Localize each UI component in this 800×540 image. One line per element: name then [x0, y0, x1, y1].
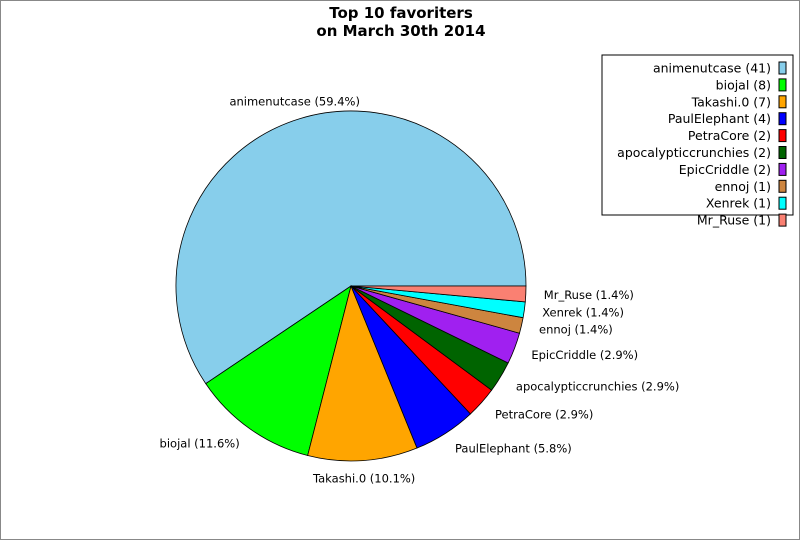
- legend-box: [601, 54, 794, 216]
- slice-label-ennoj: ennoj (1.4%): [539, 323, 613, 337]
- legend-label-ennoj: ennoj (1): [715, 179, 771, 194]
- legend-label-Takashi.0: Takashi.0 (7): [691, 94, 771, 109]
- chart-title-line-1: Top 10 favoriters: [329, 4, 473, 22]
- slice-label-Mr_Ruse: Mr_Ruse (1.4%): [544, 288, 634, 302]
- slice-label-Takashi.0: Takashi.0 (10.1%): [312, 472, 415, 486]
- slice-label-PaulElephant: PaulElephant (5.8%): [455, 442, 572, 456]
- legend-swatch-Takashi.0: [778, 95, 787, 109]
- legend-swatch-apocalypticcrunchies: [778, 146, 787, 159]
- chart-title-line-2: on March 30th 2014: [316, 22, 485, 40]
- legend-label-Mr_Ruse: Mr_Ruse (1): [697, 213, 771, 228]
- legend-label-biojal: biojal (8): [716, 77, 771, 92]
- slice-label-Xenrek: Xenrek (1.4%): [542, 305, 624, 319]
- legend-swatch-Mr_Ruse: [778, 213, 787, 227]
- legend-swatch-PaulElephant: [778, 112, 787, 126]
- slice-label-biojal: biojal (11.6%): [160, 437, 240, 451]
- slice-label-EpicCriddle: EpicCriddle (2.9%): [531, 348, 638, 362]
- legend-swatch-EpicCriddle: [778, 162, 787, 176]
- legend-swatch-Xenrek: [778, 196, 787, 210]
- legend-label-apocalypticcrunchies: apocalypticcrunchies (2): [617, 145, 771, 160]
- legend-label-animenutcase: animenutcase (41): [653, 61, 771, 76]
- slice-label-apocalypticcrunchies: apocalypticcrunchies (2.9%): [516, 379, 679, 393]
- pie-slice-animenutcase: [175, 110, 527, 385]
- legend-swatch-ennoj: [778, 179, 787, 193]
- legend-label-Xenrek: Xenrek (1): [706, 196, 771, 211]
- pie-slice-Takashi.0: [307, 284, 418, 462]
- legend-swatch-biojal: [778, 78, 787, 92]
- pie-slice-Mr_Ruse: [350, 285, 527, 303]
- legend-label-PetraCore: PetraCore (2): [688, 128, 771, 143]
- legend-swatch-animenutcase: [778, 61, 787, 75]
- legend-label-PaulElephant: PaulElephant (4): [668, 111, 771, 126]
- slice-label-animenutcase: animenutcase (59.4%): [229, 94, 360, 108]
- slice-label-PetraCore: PetraCore (2.9%): [495, 407, 593, 421]
- pie-slice-biojal: [205, 285, 352, 457]
- legend-label-EpicCriddle: EpicCriddle (2): [679, 162, 771, 177]
- legend-swatch-PetraCore: [778, 129, 787, 143]
